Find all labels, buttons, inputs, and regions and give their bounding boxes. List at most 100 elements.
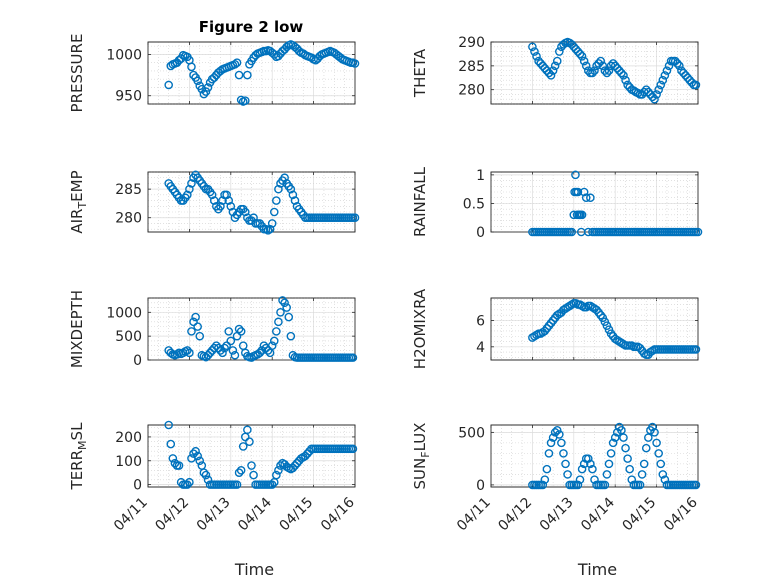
sun-flux-data-point: [583, 454, 593, 463]
terr-msl-y-tick-label: 100: [115, 454, 142, 470]
air-temp-y-tick-label: 285: [115, 182, 142, 198]
rainfall-data-point: [571, 170, 580, 180]
mixdepth-data-point: [191, 312, 200, 322]
pressure-data-point: [201, 87, 211, 96]
rainfall-data-point: [579, 187, 589, 197]
sun-flux-data-point: [579, 459, 589, 469]
subplot-rainfall: 0 0.5 1 RAINFALL: [411, 166, 703, 241]
theta-data-point: [581, 61, 591, 71]
pressure-data-point: [174, 55, 184, 65]
theta-data-point: [575, 49, 585, 59]
sun-flux-data-point: [600, 480, 610, 490]
sun-flux-data-point: [625, 464, 634, 474]
mixdepth-y-tick-label: 500: [115, 329, 142, 345]
sun-flux-data-point: [557, 438, 566, 448]
air-temp-data-point: [286, 184, 296, 194]
pressure-data-point: [230, 60, 240, 69]
mixdepth-data-point: [214, 343, 223, 353]
theta-data-point: [654, 85, 663, 94]
theta-data-point: [534, 56, 543, 66]
theta-data-point: [641, 85, 651, 94]
terr-msl-data-point: [303, 449, 312, 458]
sun-flux-data-point: [652, 438, 661, 448]
air-temp-data-point: [240, 207, 250, 217]
mixdepth-y-tick-label: 1000: [106, 305, 142, 321]
terr-msl-y-axis-label: TERRMSL: [68, 422, 89, 491]
mixdepth-data-point: [220, 343, 229, 353]
mixdepth-data-point: [274, 317, 283, 327]
theta-data-point: [662, 66, 672, 75]
theta-data-point: [650, 94, 659, 104]
terr-msl-data-point: [274, 466, 283, 475]
terr-msl-data-point: [238, 442, 248, 451]
pressure-data-point: [203, 83, 213, 92]
sun-flux-data-point: [639, 459, 649, 469]
terr-msl-data-point: [245, 437, 254, 446]
theta-data-point: [596, 56, 606, 66]
sun-flux-data-point: [604, 459, 614, 469]
theta-data-point: [528, 42, 537, 52]
h2omixra-y-tick-label: 6: [476, 313, 485, 329]
pressure-data-point: [232, 58, 242, 67]
mixdepth-data-point: [284, 312, 294, 322]
terr-msl-data-point: [195, 456, 205, 466]
air-temp-data-point: [183, 190, 192, 200]
pressure-data-point: [243, 70, 252, 80]
theta-data-point: [544, 68, 554, 78]
mixdepth-data-point: [216, 346, 225, 355]
mixdepth-data-point: [187, 327, 196, 336]
theta-data-point: [592, 61, 601, 71]
terr-msl-axes-frame: [147, 424, 356, 488]
terr-msl-data-point: [164, 420, 173, 430]
theta-data-point: [550, 61, 560, 71]
theta-data-point: [600, 66, 610, 75]
theta-y-tick-label: 280: [458, 83, 485, 99]
figure-title: Figure 2 low: [199, 18, 304, 36]
pressure-data-point: [193, 76, 202, 86]
sun-flux-data-point: [586, 459, 595, 469]
pressure-data-point: [189, 70, 198, 80]
h2omixra-axes-frame: [490, 297, 699, 361]
sun-flux-data-point: [637, 470, 647, 479]
theta-data-point: [617, 68, 626, 78]
pressure-data-point: [274, 51, 283, 61]
rainfall-y-tick-label: 0: [476, 225, 485, 241]
mixdepth-data-point: [286, 331, 296, 341]
air-temp-data-point: [187, 179, 196, 188]
theta-data-point: [540, 63, 550, 73]
theta-data-point: [691, 80, 701, 90]
theta-data-point: [683, 73, 692, 83]
sun-flux-data-point: [544, 449, 554, 458]
sun-flux-data-point: [546, 438, 556, 448]
theta-data-point: [633, 88, 643, 98]
rainfall-y-axis-label: RAINFALL: [411, 166, 429, 237]
air-temp-data-point: [267, 219, 277, 228]
terr-msl-data-point: [170, 458, 180, 468]
theta-data-point: [615, 66, 624, 75]
sun-flux-data-point: [612, 428, 622, 437]
air-temp-data-point: [265, 224, 275, 234]
mixdepth-data-point: [278, 296, 287, 305]
theta-data-point: [530, 47, 539, 56]
terr-msl-data-point: [166, 439, 176, 449]
sun-flux-data-point: [573, 480, 583, 490]
air-temp-data-point: [224, 196, 234, 205]
air-temp-data-point: [185, 184, 194, 194]
terr-msl-data-point: [193, 451, 202, 461]
theta-y-axis-label: THETA: [411, 48, 429, 98]
theta-data-point: [681, 71, 690, 80]
sun-flux-data-point: [552, 425, 562, 435]
theta-data-point: [623, 80, 632, 90]
sun-flux-data-point: [542, 464, 552, 474]
mixdepth-data-point: [282, 303, 291, 312]
theta-data-point: [670, 56, 680, 66]
pressure-y-tick-label: 950: [115, 89, 142, 105]
sun-flux-x-axis-label: Time: [577, 560, 617, 579]
theta-data-point: [656, 80, 666, 90]
mixdepth-data-point: [224, 327, 234, 336]
terr-msl-data-point: [236, 466, 246, 475]
sun-flux-data-point: [561, 459, 570, 469]
air-temp-data-point: [218, 196, 227, 205]
air-temp-data-point: [222, 190, 231, 200]
